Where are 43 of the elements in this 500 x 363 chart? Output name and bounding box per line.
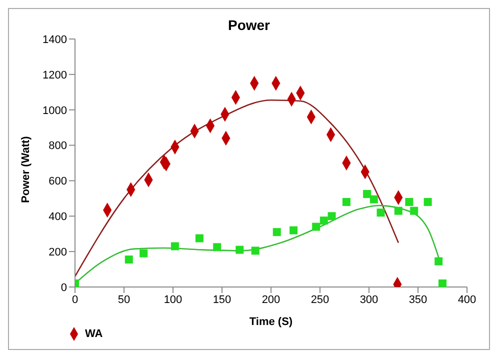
x-tick-label: 350: [408, 294, 428, 306]
point: [213, 243, 222, 252]
point: [312, 222, 320, 231]
point: [236, 246, 244, 254]
x-axis-title: Time (S): [249, 316, 293, 328]
point: [170, 242, 179, 250]
point: [434, 257, 443, 266]
point: [320, 216, 328, 225]
y-tick-label: 200: [48, 246, 67, 258]
y-tick-label: 1000: [42, 104, 67, 117]
point: [394, 206, 402, 215]
y-tick-label: 400: [48, 211, 67, 224]
point: [376, 208, 385, 217]
y-tick-label: 0: [60, 282, 67, 294]
point: [195, 234, 204, 242]
point: [363, 190, 372, 198]
point: [424, 198, 432, 206]
x-tick-label: 200: [262, 294, 280, 306]
y-tick-label: 1200: [42, 69, 67, 82]
point: [405, 198, 414, 206]
y-tick-label: 600: [48, 176, 67, 188]
y-tick-label: 800: [48, 140, 67, 152]
x-tick-label: 50: [118, 294, 130, 306]
point: [272, 228, 281, 236]
point: [140, 249, 148, 258]
point: [410, 206, 418, 215]
point: [251, 246, 260, 255]
point: [370, 195, 378, 204]
y-axis-title: Power (Watt): [20, 136, 32, 203]
point: [438, 279, 446, 287]
point: [342, 198, 350, 206]
x-tick-label: 300: [360, 294, 378, 306]
point: [290, 226, 298, 234]
x-tick-label: 0: [72, 294, 78, 306]
y-tick-label: 1400: [42, 34, 67, 46]
x-tick-label: 150: [212, 294, 232, 306]
x-tick-label: 250: [310, 294, 330, 306]
chart-title: Power: [226, 17, 271, 33]
x-tick-label: 400: [458, 294, 476, 306]
legend-label: WA: [85, 328, 103, 340]
point: [328, 212, 336, 220]
point: [124, 256, 133, 264]
x-tick-label: 100: [164, 294, 182, 306]
